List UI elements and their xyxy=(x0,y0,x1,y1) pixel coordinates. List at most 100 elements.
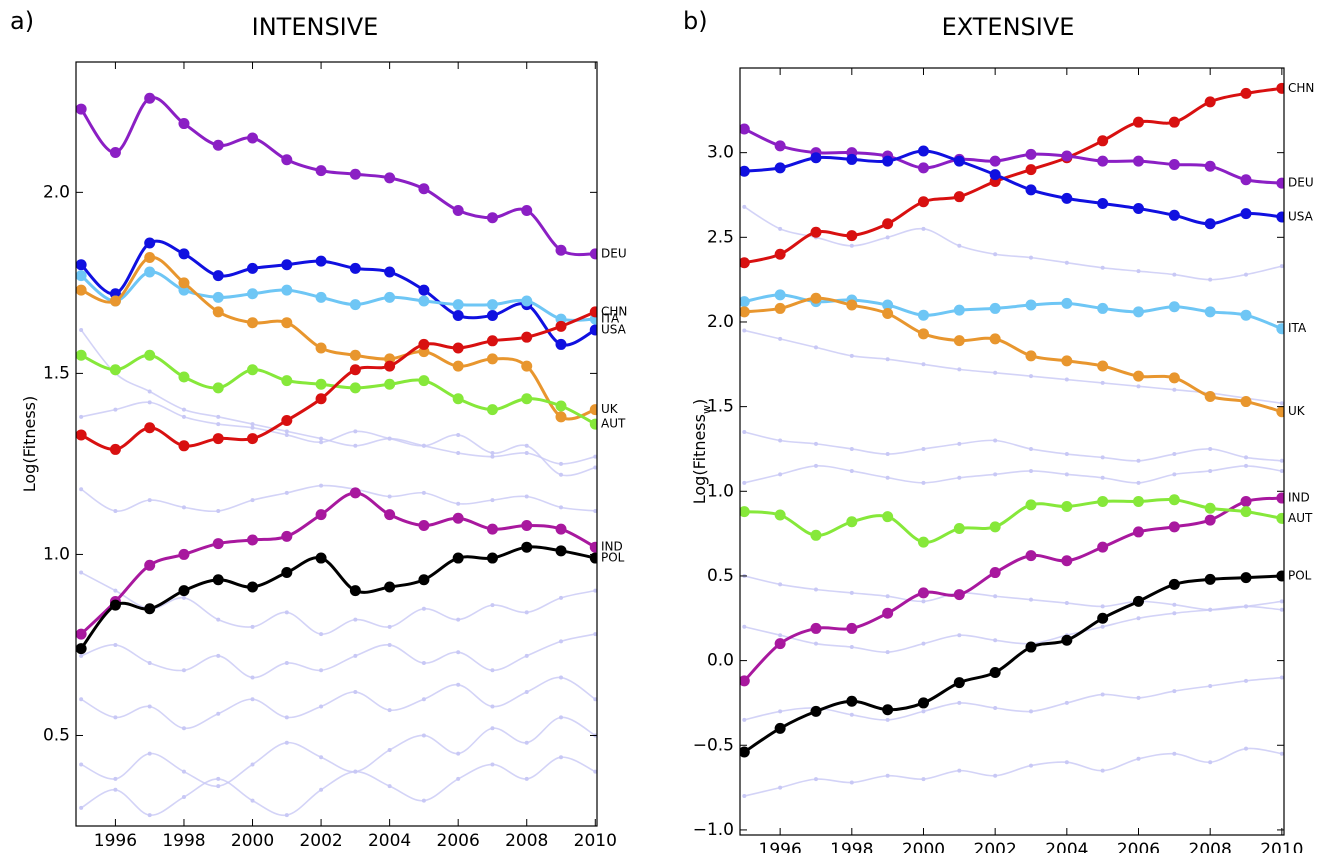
background-point xyxy=(490,454,495,459)
data-point xyxy=(555,400,567,412)
data-point xyxy=(76,349,87,361)
data-point xyxy=(247,433,259,445)
data-point xyxy=(1097,360,1109,372)
data-point xyxy=(486,212,498,224)
background-point xyxy=(524,443,529,448)
data-point xyxy=(315,165,327,177)
data-point xyxy=(452,393,464,405)
background-point xyxy=(147,661,152,666)
background-point xyxy=(456,682,461,687)
data-point xyxy=(1204,306,1216,318)
background-point xyxy=(319,440,324,445)
data-point xyxy=(281,259,293,271)
data-point xyxy=(1276,492,1284,504)
background-point xyxy=(250,675,255,680)
data-point xyxy=(555,411,567,423)
data-point xyxy=(486,299,498,311)
background-point xyxy=(1279,751,1284,756)
background-point xyxy=(79,414,84,419)
background-point xyxy=(387,642,392,647)
background-point xyxy=(1136,695,1141,700)
data-point xyxy=(486,523,498,535)
background-point xyxy=(147,813,152,818)
data-point xyxy=(247,262,259,274)
data-point xyxy=(1061,555,1073,567)
data-point xyxy=(989,666,1001,678)
background-point xyxy=(1279,468,1284,473)
background-point xyxy=(113,588,118,593)
data-point xyxy=(349,382,361,394)
background-point xyxy=(1028,709,1033,714)
data-point xyxy=(1133,203,1145,215)
data-point xyxy=(281,375,293,387)
data-point xyxy=(810,529,822,541)
background-point xyxy=(147,400,152,405)
data-point xyxy=(315,378,327,390)
background-point xyxy=(353,653,358,658)
data-point xyxy=(384,266,396,278)
background-point xyxy=(387,747,392,752)
series-label: IND xyxy=(601,540,623,554)
data-point xyxy=(1204,514,1216,526)
series-line xyxy=(743,496,1282,682)
background-point xyxy=(216,422,221,427)
data-point xyxy=(384,378,396,390)
background-point xyxy=(957,441,962,446)
background-point xyxy=(593,697,597,702)
background-point xyxy=(284,610,289,615)
background-point xyxy=(742,430,747,435)
series-line xyxy=(744,497,1283,544)
background-point xyxy=(216,508,221,513)
background-point xyxy=(250,697,255,702)
data-point xyxy=(521,393,533,405)
background-point xyxy=(353,690,358,695)
background-point xyxy=(593,588,597,593)
data-point xyxy=(810,292,822,304)
background-point xyxy=(421,661,426,666)
data-point xyxy=(178,585,190,597)
series-label: CHN xyxy=(1288,81,1314,95)
background-point xyxy=(778,226,783,231)
background-point xyxy=(778,785,783,790)
data-point xyxy=(281,317,293,329)
data-point xyxy=(1133,595,1145,607)
background-point xyxy=(1172,602,1177,607)
y-axis-label-part: Log(Fitness xyxy=(690,414,709,504)
data-point xyxy=(740,746,750,758)
data-point xyxy=(774,509,786,521)
data-point xyxy=(1204,96,1216,108)
background-point xyxy=(421,443,426,448)
data-point xyxy=(1168,301,1180,313)
background-point xyxy=(957,633,962,638)
data-point xyxy=(212,433,224,445)
background-point xyxy=(284,715,289,720)
background-point xyxy=(216,653,221,658)
background-point xyxy=(147,751,152,756)
background-point xyxy=(524,740,529,745)
background-point xyxy=(1244,604,1249,609)
x-tick-label: 1996 xyxy=(759,840,802,853)
data-point xyxy=(1133,370,1145,382)
background-point xyxy=(421,798,426,803)
y-tick-label: 0.5 xyxy=(43,725,70,745)
data-point xyxy=(521,519,533,531)
background-line xyxy=(80,484,596,513)
background-point xyxy=(885,773,890,778)
background-point xyxy=(921,777,926,782)
data-point xyxy=(774,248,786,260)
series-label: DEU xyxy=(601,246,627,260)
background-point xyxy=(849,446,854,451)
background-line xyxy=(80,401,596,477)
background-point xyxy=(1244,746,1249,751)
series-line xyxy=(80,491,597,636)
data-point xyxy=(281,284,293,296)
data-point xyxy=(882,704,894,716)
background-point xyxy=(993,594,998,599)
data-point xyxy=(452,552,464,564)
series-line xyxy=(80,239,597,347)
background-point xyxy=(421,490,426,495)
background-point xyxy=(885,650,890,655)
background-point xyxy=(921,480,926,485)
data-point xyxy=(774,289,786,301)
background-point xyxy=(113,642,118,647)
